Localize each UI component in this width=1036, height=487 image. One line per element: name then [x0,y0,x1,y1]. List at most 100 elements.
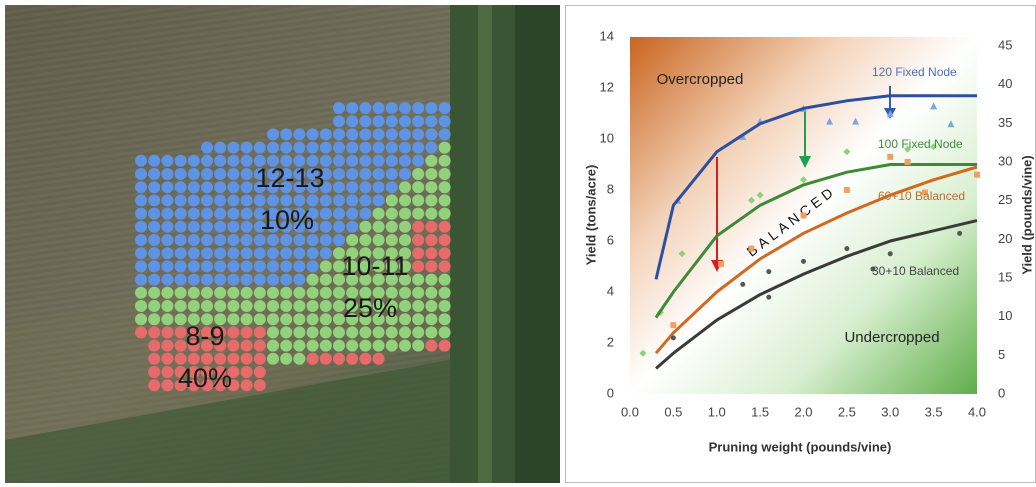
data-point [888,251,893,256]
yield-dot [148,234,160,246]
yield-dot [135,300,147,312]
yield-dot [359,142,371,154]
yield-dot [439,208,451,220]
yield-dot [135,234,147,246]
yield-dot [399,128,411,140]
yield-dot [135,181,147,193]
data-point [974,172,980,178]
yield-dot [280,128,292,140]
yield-dot [135,247,147,259]
yield-dot [333,353,345,365]
data-point [748,246,754,252]
yield-dot [280,260,292,272]
yield-dot [280,353,292,365]
y2-tick-label: 30 [998,153,1012,168]
yield-dot [346,128,358,140]
yield-dot [254,326,266,338]
yield-dot [346,168,358,180]
y2-tick-label: 10 [998,308,1012,323]
yield-dot [188,247,200,259]
yield-dot [359,168,371,180]
yield-dot [333,340,345,352]
yield-dot [373,155,385,167]
yield-dot [425,194,437,206]
yield-dot [161,326,173,338]
yield-dot [320,274,332,286]
yield-dot [359,102,371,114]
yield-dot [254,287,266,299]
yield-dot [227,287,239,299]
yield-dot [307,274,319,286]
yield-dot [425,115,437,127]
yield-dot [214,142,226,154]
yield-dot [161,353,173,365]
yield-dot [280,287,292,299]
yield-dot [175,247,187,259]
yield-dot [425,128,437,140]
yield-dot [161,247,173,259]
yield-dot [333,155,345,167]
yield-dot [175,168,187,180]
x-tick-label: 3.5 [925,404,943,419]
yield-dot [241,340,253,352]
yield-dot [373,326,385,338]
yield-dot [320,353,332,365]
yield-dot [373,234,385,246]
yield-dot [439,221,451,233]
yield-dot [439,234,451,246]
yield-dot [267,260,279,272]
yield-dot [359,326,371,338]
x-tick-label: 4.0 [968,404,986,419]
yield-dot [359,234,371,246]
yield-dot [241,208,253,220]
x-tick-label: 0.0 [621,404,639,419]
yield-dot [280,247,292,259]
data-point [671,335,676,340]
yield-dot [333,194,345,206]
yield-dot [267,300,279,312]
yield-dot [280,234,292,246]
yield-dot [425,181,437,193]
data-point [844,187,850,193]
x-tick-label: 2.5 [838,404,856,419]
yield-dot [148,208,160,220]
yield-dot [214,194,226,206]
yield-dot [439,155,451,167]
yield-dot [135,168,147,180]
yield-dot [135,194,147,206]
y-axis-title: Yield (tons/acre) [583,165,598,266]
yield-dot [333,102,345,114]
yield-dot [254,260,266,272]
yield-dot [214,208,226,220]
yield-dot [201,287,213,299]
yield-dot [373,194,385,206]
yield-dot [175,300,187,312]
yield-dot [386,155,398,167]
yield-dot [201,260,213,272]
yield-dot [227,234,239,246]
yield-dot [227,208,239,220]
yield-dot [320,221,332,233]
yield-dot [439,326,451,338]
y2-tick-label: 25 [998,192,1012,207]
yield-dot [399,102,411,114]
yield-dot [412,128,424,140]
yield-dot [373,102,385,114]
yield-dot [373,168,385,180]
yield-dot [267,128,279,140]
yield-dot [227,194,239,206]
yield-dot [201,274,213,286]
yield-dot [148,221,160,233]
yield-dot [227,326,239,338]
yield-dot [399,221,411,233]
y-tick-label: 10 [600,130,614,145]
yield-dot [439,194,451,206]
yield-dot [399,181,411,193]
yield-dot [161,340,173,352]
yield-dot [439,260,451,272]
yield-dot [439,313,451,325]
yield-dot [359,221,371,233]
yield-dot [267,274,279,286]
yield-dot [425,208,437,220]
yield-dot [439,128,451,140]
